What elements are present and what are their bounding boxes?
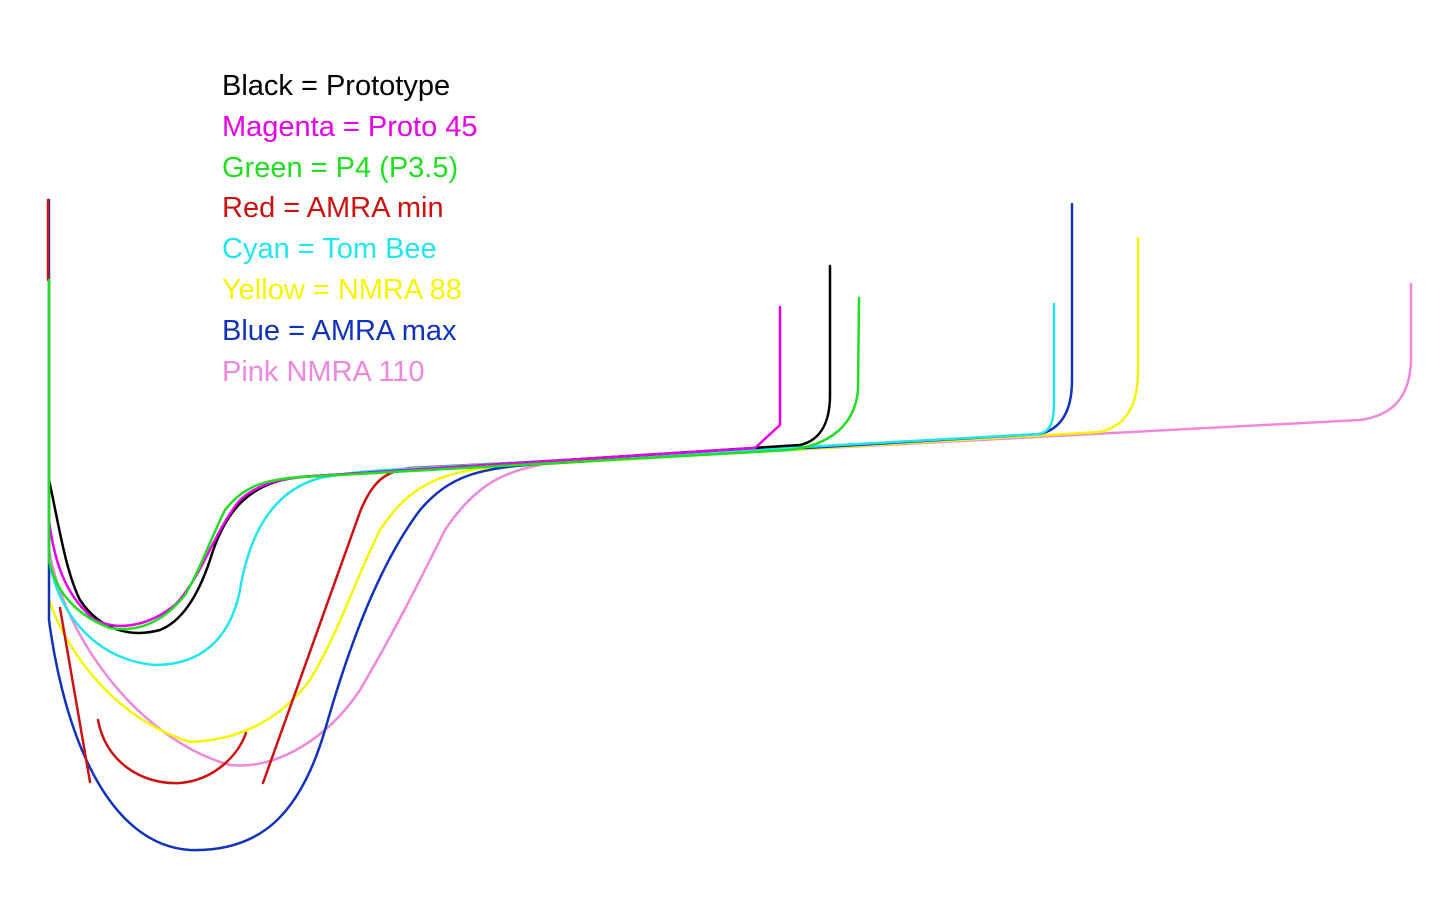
legend: Black = Prototype Magenta = Proto 45 Gre… — [222, 66, 478, 392]
legend-entry-red: Red = AMRA min — [222, 192, 444, 225]
profile-cyan — [47, 302, 1056, 667]
legend-entry-magenta: Magenta = Proto 45 — [222, 110, 478, 143]
profile-red-flange-right — [261, 461, 512, 785]
legend-entry-cyan: Cyan = Tom Bee — [222, 233, 437, 266]
legend-entry-black: Black = Prototype — [222, 70, 451, 102]
profile-blue — [47, 198, 1074, 852]
legend-entry-pink: Pink NMRA 110 — [222, 355, 425, 388]
profile-green — [47, 278, 861, 631]
legend-entry-yellow: Yellow = NMRA 88 — [222, 273, 462, 306]
legend-entry-green: Green = P4 (P3.5) — [222, 151, 459, 184]
profile-black — [47, 264, 832, 635]
profile-yellow — [47, 236, 1140, 744]
legend-entry-blue: Blue = AMRA max — [222, 314, 457, 347]
profile-red-flange-left — [58, 606, 92, 784]
profile-pink — [47, 282, 1413, 767]
profile-red-arc — [96, 718, 248, 785]
